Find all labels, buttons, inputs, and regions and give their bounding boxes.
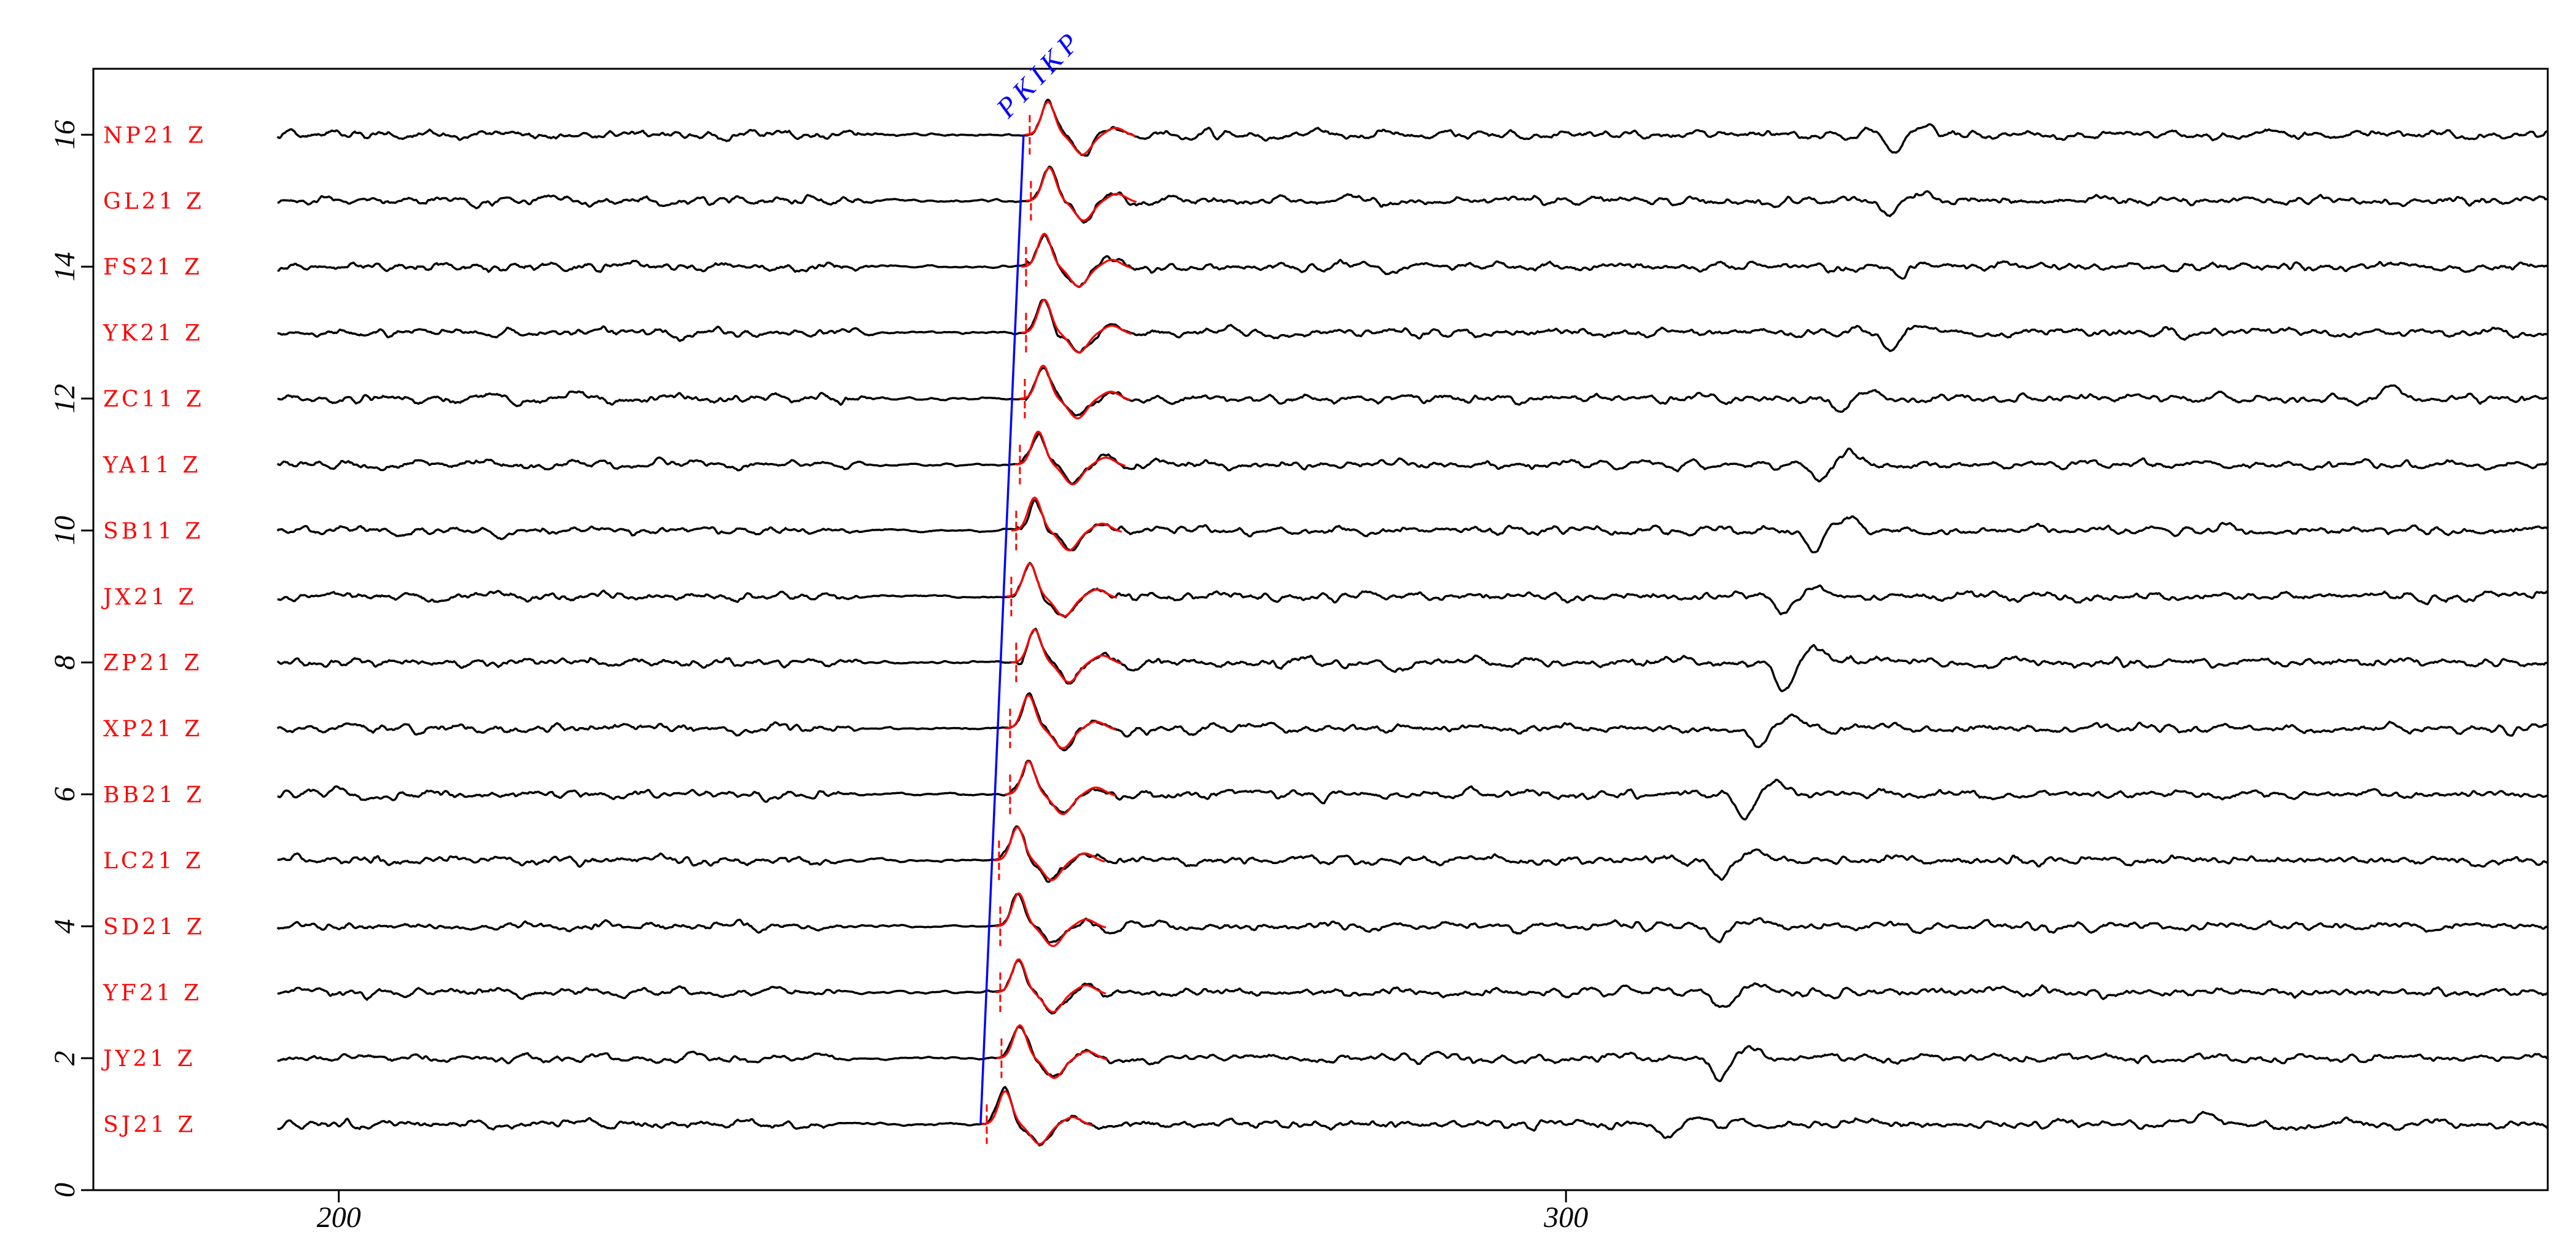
station-label-zc11-z: ZC11 Z — [103, 387, 204, 412]
station-label-gl21-z: GL21 Z — [103, 189, 204, 214]
trace-jy21-z — [277, 1026, 2548, 1083]
synthetic-waveform-sj21-z — [981, 1090, 1093, 1145]
station-label-lc21-z: LC21 Z — [103, 849, 204, 874]
trace-sd21-z — [276, 893, 2548, 944]
x-axis: 200 300 — [317, 1190, 1588, 1234]
y-tick-label: 8 — [49, 655, 81, 670]
y-tick-label: 10 — [49, 516, 81, 545]
synthetic-waveform-zp21-z — [1011, 628, 1123, 683]
synthetic-waveform-bb21-z — [1005, 760, 1116, 816]
pick-marks — [986, 115, 1032, 1144]
station-label-sd21-z: SD21 Z — [103, 914, 205, 940]
y-tick-label: 12 — [49, 384, 81, 413]
trace-yk21-z — [277, 298, 2548, 354]
station-label-xp21-z: XP21 Z — [103, 717, 203, 742]
traces — [276, 98, 2549, 1147]
synthetic-waveform-zc11-z — [1019, 364, 1131, 419]
phase-line — [979, 134, 1025, 1124]
trace-bb21-z — [277, 760, 2548, 821]
synthetic-waveform-sd21-z — [995, 892, 1107, 948]
station-label-fs21-z: FS21 Z — [103, 255, 203, 280]
synthetic-waveform-fs21-z — [1021, 232, 1132, 288]
synthetic-waveform-yf21-z — [995, 958, 1107, 1013]
plot-frame — [92, 68, 2549, 1191]
trace-fs21-z — [277, 233, 2548, 288]
y-tick-label: 14 — [49, 252, 81, 281]
station-label-np21-z: NP21 Z — [103, 123, 206, 148]
y-tick-label: 2 — [49, 1051, 81, 1065]
y-tick-label: 4 — [49, 919, 81, 933]
station-label-yk21-z: YK21 Z — [103, 321, 203, 346]
trace-yf21-z — [277, 959, 2548, 1015]
y-tick-label: 16 — [49, 120, 81, 149]
trace-jx21-z — [277, 561, 2548, 618]
trace-zc11-z — [277, 367, 2548, 417]
trace-zp21-z — [276, 628, 2548, 693]
synthetic-waveform-sb11-z — [1011, 496, 1123, 551]
station-label-jx21-z: JX21 Z — [101, 585, 197, 610]
y-tick-label: 0 — [49, 1183, 81, 1198]
station-label-sb11-z: SB11 Z — [103, 519, 203, 544]
synthetic-waveform-ya11-z — [1014, 430, 1126, 486]
station-labels: SJ21 Z JY21 Z YF21 Z SD21 Z LC21 Z BB21 Z XP21… — [101, 123, 206, 1138]
y-tick-label: 6 — [49, 787, 81, 802]
y-axis: 0 2 4 6 8 10 12 14 16 — [49, 120, 93, 1198]
trace-sj21-z — [277, 1086, 2549, 1147]
station-label-jy21-z: JY21 Z — [101, 1046, 195, 1072]
trace-lc21-z — [277, 825, 2549, 883]
synthetic-waveform-yk21-z — [1021, 298, 1132, 354]
synthetic-waveform-np21-z — [1024, 101, 1136, 156]
synthetic-waveform-lc21-z — [994, 826, 1105, 881]
station-label-ya11-z: YA11 Z — [103, 453, 201, 478]
synthetic-waveform-gl21-z — [1025, 166, 1137, 222]
synthetic-waveform-jy21-z — [996, 1024, 1108, 1079]
trace-gl21-z — [277, 165, 2548, 224]
station-label-yf21-z: YF21 Z — [103, 981, 202, 1006]
trace-ya11-z — [276, 432, 2549, 485]
station-label-sj21-z: SJ21 Z — [103, 1113, 196, 1138]
synthetic-waveform-xp21-z — [1005, 694, 1116, 749]
trace-sb11-z — [276, 499, 2548, 554]
x-tick-label: 300 — [1543, 1201, 1588, 1234]
station-label-bb21-z: BB21 Z — [103, 783, 204, 808]
station-label-zp21-z: ZP21 Z — [103, 651, 203, 676]
trace-np21-z — [276, 98, 2548, 157]
synthetic-waveform-jx21-z — [1006, 563, 1118, 618]
synthetic-waveforms — [981, 101, 1137, 1145]
trace-xp21-z — [276, 692, 2548, 752]
x-tick-label: 200 — [317, 1201, 361, 1234]
phase-label: PKIKP — [990, 23, 1089, 124]
